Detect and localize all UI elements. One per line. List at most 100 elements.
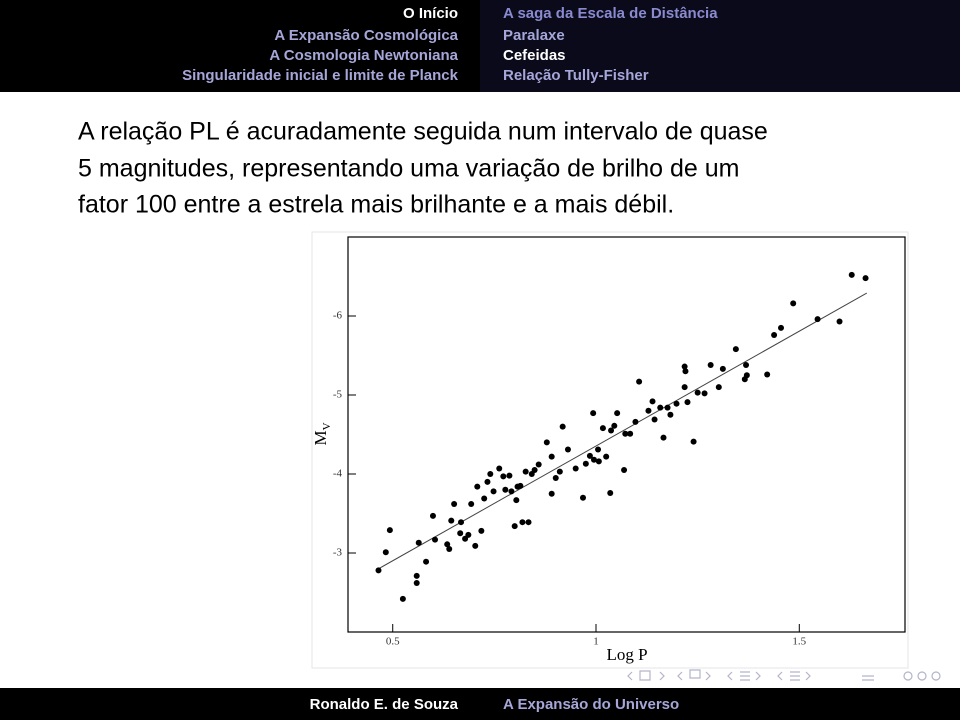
data-point bbox=[707, 361, 714, 368]
data-point bbox=[457, 530, 464, 537]
data-point bbox=[484, 478, 491, 485]
footer-author: Ronaldo E. de Souza bbox=[310, 696, 459, 713]
data-point bbox=[645, 407, 652, 414]
data-point bbox=[664, 404, 671, 411]
data-point bbox=[559, 423, 566, 430]
data-point bbox=[429, 512, 436, 519]
data-point bbox=[667, 411, 674, 418]
data-point bbox=[525, 519, 532, 526]
data-point bbox=[627, 430, 634, 437]
data-point bbox=[500, 473, 507, 480]
figure-bg bbox=[311, 231, 909, 669]
data-point bbox=[719, 365, 726, 372]
data-point bbox=[548, 490, 555, 497]
data-point bbox=[502, 486, 509, 493]
y-tick-label: -6 bbox=[333, 310, 343, 322]
data-point bbox=[564, 446, 571, 453]
data-point bbox=[465, 531, 472, 538]
data-point bbox=[552, 474, 559, 481]
x-tick-label: 1.5 bbox=[792, 636, 806, 648]
data-point bbox=[487, 471, 494, 477]
data-point bbox=[836, 318, 843, 325]
data-point bbox=[603, 453, 610, 460]
data-point bbox=[764, 371, 771, 378]
data-point bbox=[771, 331, 778, 338]
data-point bbox=[513, 497, 520, 504]
data-point bbox=[522, 468, 529, 475]
body-text: fator 100 entre a estrela mais brilhante… bbox=[78, 191, 674, 219]
data-point bbox=[478, 527, 485, 534]
data-point bbox=[399, 595, 406, 602]
x-tick-label: 0.5 bbox=[386, 636, 400, 648]
footer-left-bg bbox=[0, 688, 480, 720]
data-point bbox=[511, 523, 518, 530]
data-point bbox=[582, 460, 589, 467]
data-point bbox=[814, 316, 821, 323]
y-tick-label: -5 bbox=[333, 389, 343, 401]
data-point bbox=[649, 398, 656, 405]
body-text: A relação PL é acuradamente seguida num … bbox=[78, 118, 768, 146]
data-point bbox=[375, 567, 382, 574]
data-point bbox=[622, 430, 629, 437]
nav-item[interactable]: O Início bbox=[403, 5, 458, 22]
nav-item[interactable]: Relação Tully-Fisher bbox=[503, 67, 649, 84]
data-point bbox=[595, 458, 602, 465]
header-right-bg bbox=[480, 0, 960, 92]
data-point bbox=[548, 453, 555, 460]
nav-item[interactable]: Singularidade inicial e limite de Planck bbox=[182, 67, 459, 84]
data-point bbox=[684, 399, 691, 406]
header-left-bg bbox=[0, 0, 480, 92]
data-point bbox=[386, 527, 393, 534]
data-point bbox=[586, 452, 593, 459]
data-point bbox=[444, 541, 451, 548]
footer-right-bg bbox=[480, 688, 960, 720]
plot-frame bbox=[347, 236, 906, 633]
data-point bbox=[472, 542, 479, 549]
data-point bbox=[690, 438, 697, 445]
data-point bbox=[506, 472, 513, 479]
footer-title: A Expansão do Universo bbox=[503, 696, 679, 713]
data-point bbox=[621, 467, 628, 474]
data-point bbox=[590, 410, 597, 417]
data-point bbox=[446, 546, 453, 553]
data-point bbox=[519, 519, 526, 526]
data-point bbox=[468, 501, 475, 508]
data-point bbox=[579, 494, 586, 501]
data-point bbox=[517, 482, 524, 489]
data-point bbox=[657, 404, 664, 411]
data-point bbox=[715, 384, 722, 391]
y-axis-label-main: M bbox=[311, 430, 330, 445]
data-point bbox=[599, 425, 606, 432]
nav-item[interactable]: Cefeidas bbox=[503, 47, 566, 64]
data-point bbox=[572, 465, 579, 472]
x-axis-label: Log P bbox=[606, 645, 647, 664]
y-axis-label-sub: V bbox=[321, 422, 333, 430]
nav-item[interactable]: A saga da Escala de Distância bbox=[503, 5, 718, 22]
beamer-nav-icons[interactable] bbox=[627, 669, 941, 681]
data-point bbox=[636, 378, 643, 385]
data-point bbox=[590, 456, 597, 463]
data-point bbox=[413, 580, 420, 587]
data-point bbox=[595, 446, 602, 453]
x-tick-label: 1 bbox=[593, 636, 599, 648]
nav-item[interactable]: A Expansão Cosmológica bbox=[274, 27, 458, 44]
data-point bbox=[611, 422, 618, 429]
data-point bbox=[681, 363, 688, 370]
y-tick-label: -4 bbox=[333, 468, 343, 480]
data-point bbox=[701, 390, 708, 397]
data-point bbox=[694, 389, 701, 396]
data-point bbox=[607, 489, 614, 496]
nav-item[interactable]: A Cosmologia Newtoniana bbox=[269, 47, 458, 64]
nav-item[interactable]: Paralaxe bbox=[503, 27, 565, 44]
data-point bbox=[790, 300, 797, 307]
data-point bbox=[451, 501, 458, 508]
data-point bbox=[496, 465, 503, 472]
data-point bbox=[632, 418, 639, 425]
data-point bbox=[777, 324, 784, 331]
data-point bbox=[862, 275, 869, 282]
data-point bbox=[535, 461, 542, 468]
data-point bbox=[732, 346, 739, 353]
y-axis-label: MV bbox=[311, 422, 333, 445]
data-point bbox=[660, 434, 667, 441]
data-point bbox=[848, 271, 855, 278]
